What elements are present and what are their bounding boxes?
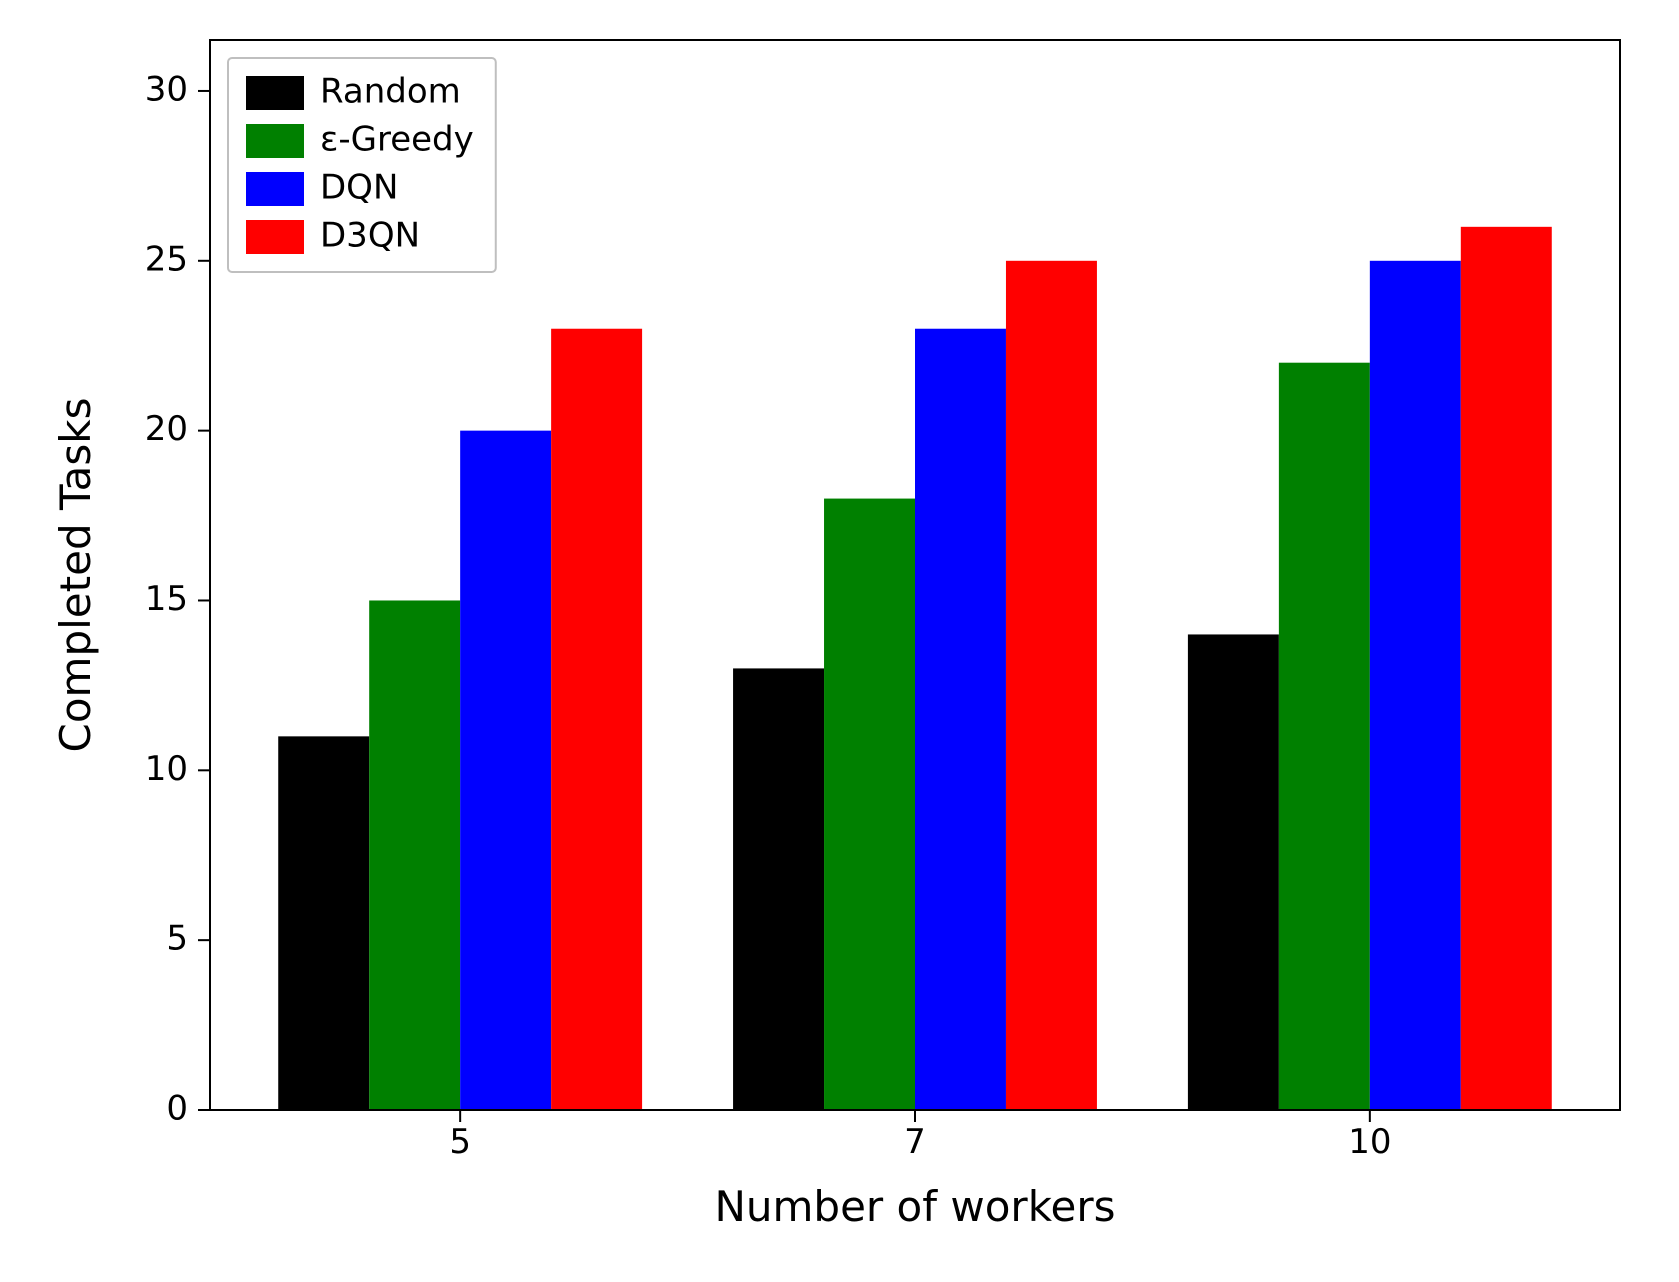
legend-label: Random <box>320 72 461 112</box>
bar-chart-svg: 0 5 10 15 20 25 30 5 7 10 Number of workers Complet… <box>0 0 1679 1282</box>
x-axis-label: Number of workers <box>714 1182 1115 1231</box>
legend-label: ε-Greedy <box>320 120 474 160</box>
legend-label: D3QN <box>320 216 420 256</box>
y-tick-label: 15 <box>145 579 188 619</box>
bar <box>915 329 1006 1110</box>
bar <box>1006 261 1097 1110</box>
y-tick-label: 30 <box>145 69 188 109</box>
chart-container: 0 5 10 15 20 25 30 5 7 10 Number of workers Complet… <box>0 0 1679 1282</box>
legend-swatch <box>246 76 304 110</box>
bar <box>1279 363 1370 1110</box>
bar <box>733 668 824 1110</box>
bar <box>551 329 642 1110</box>
y-tick-label: 5 <box>166 919 188 959</box>
bar <box>460 431 551 1110</box>
legend-label: DQN <box>320 168 398 208</box>
bar <box>1461 227 1552 1110</box>
y-axis-label: Completed Tasks <box>51 398 100 753</box>
bar <box>278 736 369 1110</box>
y-tick-label: 20 <box>145 409 188 449</box>
legend-swatch <box>246 172 304 206</box>
y-tick-label: 10 <box>145 749 188 789</box>
x-tick-label: 10 <box>1348 1122 1391 1162</box>
bar <box>1370 261 1461 1110</box>
x-tick-label: 5 <box>449 1122 471 1162</box>
legend-swatch <box>246 124 304 158</box>
bar <box>369 600 460 1110</box>
y-tick-label: 0 <box>166 1089 188 1129</box>
y-tick-label: 25 <box>145 239 188 279</box>
legend-swatch <box>246 220 304 254</box>
bar <box>1188 634 1279 1110</box>
bar <box>824 499 915 1110</box>
x-tick-label: 7 <box>904 1122 926 1162</box>
